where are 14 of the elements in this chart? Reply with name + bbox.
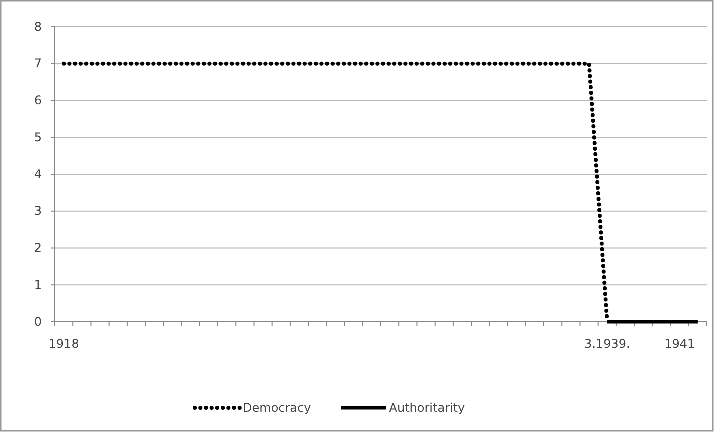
y-tick-label: 7	[34, 56, 42, 71]
x-tick-label: 1941	[664, 336, 696, 351]
x-tick-label: 3.1939.	[584, 336, 630, 351]
y-tick-label: 6	[34, 94, 42, 108]
y-tick-label: 0	[34, 314, 42, 329]
x-tick-label: 1918	[48, 336, 80, 351]
legend-label: Authoritarity	[389, 401, 466, 415]
y-tick-label: 3	[34, 204, 42, 218]
y-tick-label: 4	[34, 167, 42, 182]
legend-label: Democracy	[243, 401, 312, 415]
y-tick-label: 2	[34, 241, 42, 256]
y-tick-label: 1	[34, 278, 42, 292]
y-tick-label: 5	[34, 130, 42, 144]
y-tick-label: 8	[34, 20, 42, 34]
